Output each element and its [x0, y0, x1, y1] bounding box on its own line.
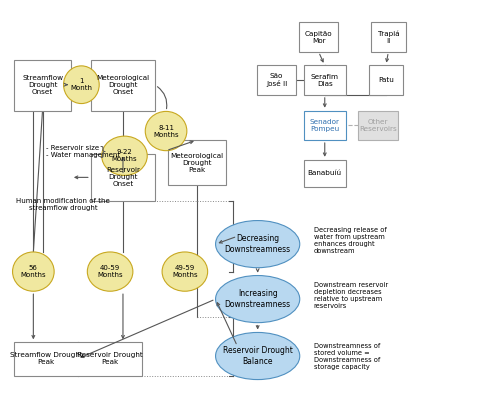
Text: Downstream reservoir
depletion decreases
relative to upstream
reservoirs: Downstream reservoir depletion decreases… [314, 282, 388, 309]
Text: Trapiá
II: Trapiá II [378, 30, 399, 44]
Bar [14, 59, 71, 111]
Text: Reservoir
Drought
Onset: Reservoir Drought Onset [106, 167, 140, 188]
Ellipse shape [88, 252, 133, 291]
Ellipse shape [146, 112, 187, 151]
Bar [304, 111, 346, 140]
Ellipse shape [216, 221, 300, 268]
Bar [369, 65, 402, 95]
Bar [168, 140, 226, 185]
Text: 8-11
Months: 8-11 Months [153, 125, 179, 138]
Ellipse shape [216, 333, 300, 379]
Bar [256, 65, 296, 95]
Text: 9-22
Months: 9-22 Months [112, 149, 138, 162]
Text: 56
Months: 56 Months [20, 265, 46, 278]
Ellipse shape [102, 136, 147, 175]
Text: Senador
Pompeu: Senador Pompeu [310, 119, 340, 132]
Text: Meteorological
Drought
Peak: Meteorological Drought Peak [170, 152, 224, 173]
Text: - Reservoir size
- Water management: - Reservoir size - Water management [46, 145, 120, 158]
Text: Streamflow
Drought
Onset: Streamflow Drought Onset [22, 75, 63, 95]
Text: 1
Month: 1 Month [70, 78, 92, 91]
Text: Increasing
Downstreamness: Increasing Downstreamness [224, 289, 290, 309]
Ellipse shape [216, 275, 300, 323]
Text: Decreasing
Downstreamness: Decreasing Downstreamness [224, 234, 290, 254]
Text: São
José II: São José II [266, 73, 287, 87]
Bar [358, 111, 399, 140]
Text: Reservoir Drought
Peak: Reservoir Drought Peak [77, 353, 143, 366]
Text: Streamflow Drought
Peak: Streamflow Drought Peak [10, 353, 83, 366]
Bar [370, 22, 406, 52]
Bar [91, 59, 155, 111]
Bar [14, 342, 142, 375]
Bar [91, 154, 155, 201]
Text: }: } [98, 145, 106, 158]
Text: Banabuíú: Banabuíú [308, 171, 342, 177]
Text: Meteorological
Drought
Onset: Meteorological Drought Onset [96, 75, 150, 95]
Text: Other
Reservoirs: Other Reservoirs [359, 119, 397, 132]
Ellipse shape [12, 252, 54, 291]
Text: Reservoir Drought
Balance: Reservoir Drought Balance [222, 346, 292, 366]
Text: Capitão
Mor: Capitão Mor [305, 30, 332, 43]
Bar [304, 65, 346, 95]
Bar [299, 22, 339, 52]
Text: 49-59
Months: 49-59 Months [172, 265, 198, 278]
Text: Decreasing release of
water from upstream
enhances drought
downstream: Decreasing release of water from upstrea… [314, 227, 386, 254]
Bar [304, 160, 346, 187]
Ellipse shape [162, 252, 208, 291]
Text: Serafim
Dias: Serafim Dias [311, 74, 339, 87]
Ellipse shape [64, 66, 99, 104]
Text: 40-59
Months: 40-59 Months [98, 265, 123, 278]
Text: Human modification of the
streamflow drought: Human modification of the streamflow dro… [16, 198, 110, 211]
Text: Downstreamness of
stored volume =
Downstreamness of
storage capacity: Downstreamness of stored volume = Downst… [314, 342, 380, 370]
Text: Patu: Patu [378, 77, 394, 83]
